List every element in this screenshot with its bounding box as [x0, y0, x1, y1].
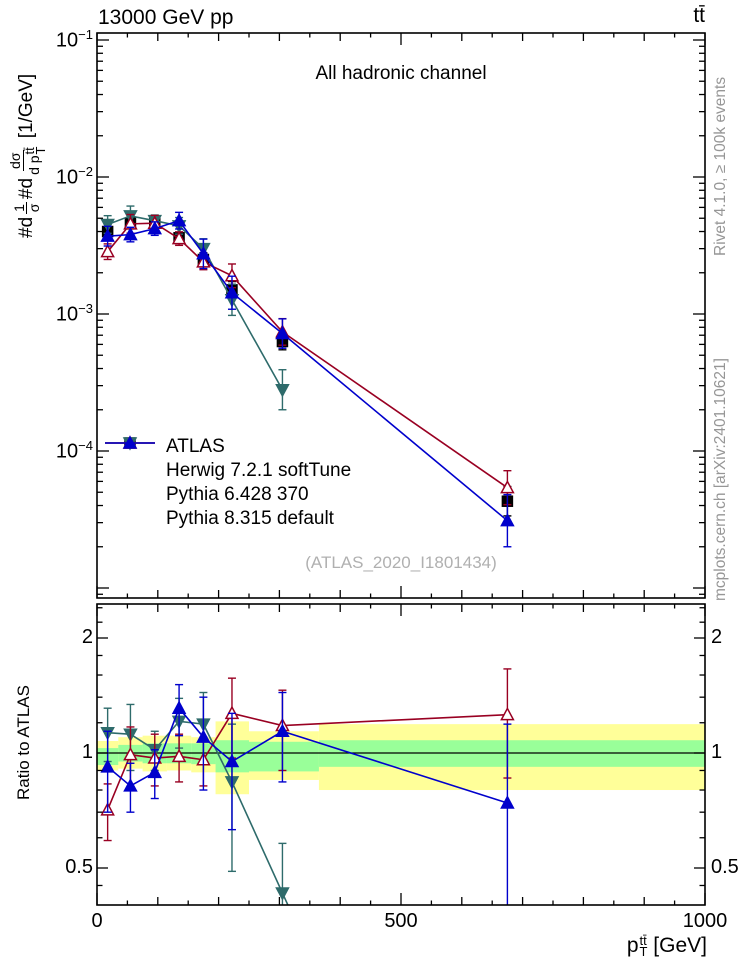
- legend-label-pythia8: Pythia 8.315 default: [166, 508, 334, 529]
- legend-label-atlas: ATLAS: [166, 436, 225, 457]
- main-y-axis-title: #d 1 σ #d dσ d p tt̄ T [1/GeV]: [7, 73, 48, 238]
- analysis-watermark: (ATLAS_2020_I1801434): [305, 553, 497, 572]
- legend: ATLAS Herwig 7.2.1 softTune Pythia 6.428…: [104, 435, 351, 531]
- pythia8-marker-icon: [104, 435, 156, 527]
- x-axis-title: p tt̄ T [GeV]: [626, 933, 707, 960]
- legend-label-pythia6: Pythia 6.428 370: [166, 484, 309, 505]
- process-label: tt̄: [693, 4, 705, 27]
- legend-item-pythia8: Pythia 8.315 default: [104, 435, 351, 531]
- legend-item-herwig: Herwig 7.2.1 softTune: [104, 437, 352, 483]
- mcplots-arxiv-note: mcplots.cern.ch [arXiv:2401.10621]: [712, 358, 729, 601]
- channel-label: All hadronic channel: [315, 63, 487, 84]
- ratio-axis-title: Ratio to ATLAS: [14, 685, 33, 800]
- pythia6-marker-icon: [104, 435, 156, 503]
- rivet-version-note: Rivet 4.1.0, ≥ 100k events: [712, 76, 729, 256]
- beam-energy-label: 13000 GeV pp: [98, 6, 234, 29]
- legend-label-herwig: Herwig 7.2.1 softTune: [166, 460, 352, 481]
- herwig-marker-icon: [104, 437, 156, 479]
- legend-item-pythia6: Pythia 6.428 370: [104, 435, 351, 507]
